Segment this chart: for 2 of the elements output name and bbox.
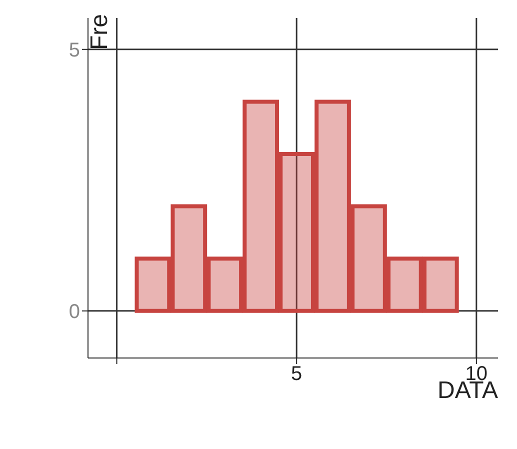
y-axis-title: Fre xyxy=(86,14,114,50)
y-tick-label: 0 xyxy=(68,301,80,324)
